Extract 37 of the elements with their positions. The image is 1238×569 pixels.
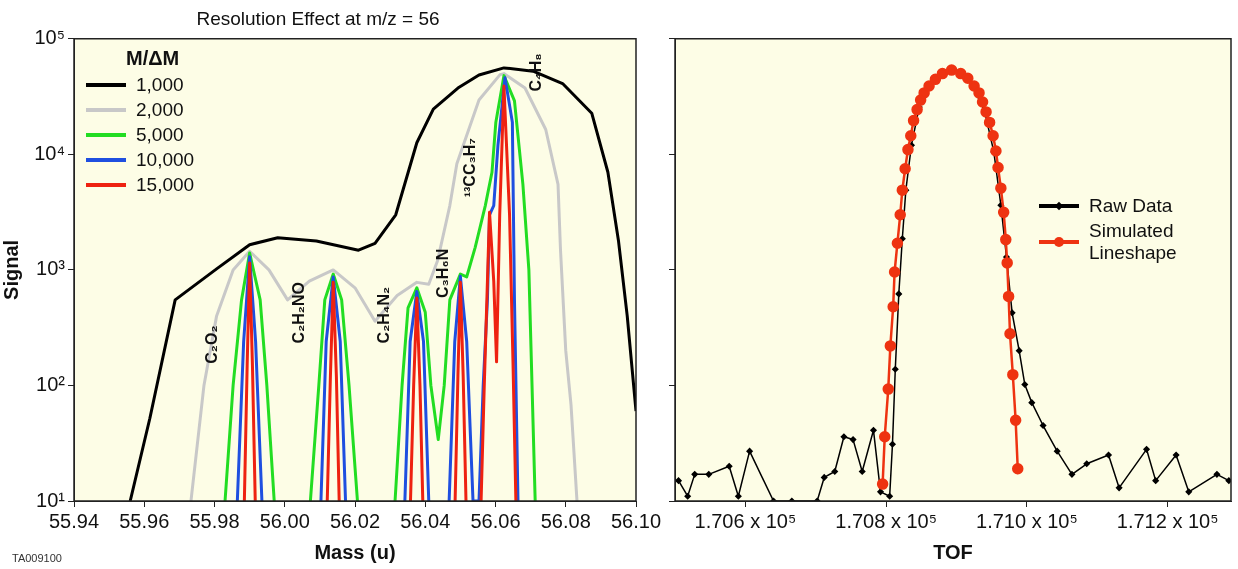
x-tick-label: 55.96	[119, 509, 170, 532]
legend-label: 2,000	[136, 98, 184, 121]
annotation: C₃H₆N	[433, 248, 451, 299]
y-tick-label: 10⁴	[34, 141, 65, 164]
x-tick-label: 56.06	[470, 509, 521, 532]
x-tick-label: 56.02	[329, 509, 381, 532]
x-tick-label: 56.10	[610, 509, 662, 532]
legend-label: 10,000	[136, 148, 195, 171]
x-tick-label: 55.98	[189, 509, 240, 532]
x-axis-title: TOF	[933, 540, 973, 563]
annotation: C₄H₈	[527, 53, 545, 92]
annotation: C₂H₂NO	[290, 282, 308, 344]
legend-label: 1,000	[136, 73, 184, 96]
chart-title: Resolution Effect at m/z = 56	[196, 7, 440, 29]
text: TA009100	[12, 552, 62, 564]
legend-title: M/ΔM	[126, 46, 181, 70]
y-tick-label: 10²	[36, 372, 66, 395]
x-tick-label: 1.710 x 10⁵	[976, 509, 1078, 532]
legend-label: 15,000	[136, 173, 195, 196]
y-axis-title: Signal	[0, 239, 22, 300]
x-tick-label: 1.706 x 10⁵	[694, 509, 797, 532]
x-tick-label: 56.00	[259, 509, 310, 532]
y-tick-label: 10¹	[36, 488, 66, 511]
legend-label: 5,000	[136, 123, 184, 146]
x-tick-label: 1.712 x 10⁵	[1116, 509, 1219, 532]
x-tick-label: 56.08	[540, 509, 591, 532]
annotation: ¹³CC₃H₇	[460, 138, 478, 198]
y-tick-label: 10⁵	[34, 26, 65, 49]
x-tick-label: 1.708 x 10⁵	[835, 509, 937, 532]
x-tick-label: 56.04	[400, 509, 451, 532]
x-tick-label: 55.94	[48, 509, 100, 532]
annotation: C₂O₂	[203, 325, 221, 364]
x-axis-title: Mass (u)	[314, 540, 396, 563]
y-tick-label: 10³	[36, 257, 66, 280]
legend-label: Simulated Lineshape	[1089, 220, 1178, 265]
annotation: C₂H₄N₂	[375, 286, 393, 344]
legend-label: Raw Data	[1089, 195, 1173, 218]
